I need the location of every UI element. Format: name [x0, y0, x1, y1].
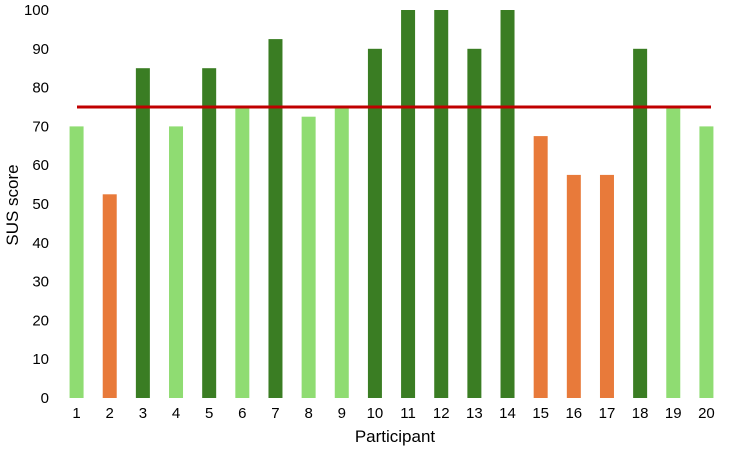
x-tick-label: 10 [367, 405, 384, 422]
bar-participant-2 [102, 194, 117, 398]
bar-participant-17 [599, 174, 614, 398]
bar-participant-10 [367, 48, 382, 399]
y-tick-label: 50 [32, 196, 49, 213]
x-tick-label: 15 [532, 405, 549, 422]
bar-participant-16 [566, 174, 581, 398]
bar-participant-20 [699, 126, 714, 399]
y-tick-label: 80 [32, 80, 49, 97]
y-tick-label: 40 [32, 235, 49, 252]
bar-participant-19 [666, 107, 681, 398]
y-axis-title: SUS score [3, 164, 22, 245]
y-tick-label: 0 [41, 390, 49, 407]
bar-participant-8 [301, 116, 316, 398]
x-tick-label: 7 [271, 405, 279, 422]
bar-series [69, 10, 714, 399]
y-tick-label: 100 [24, 2, 49, 19]
bar-participant-1 [69, 126, 84, 399]
x-tick-label: 1 [72, 405, 80, 422]
x-tick-label: 3 [139, 405, 147, 422]
x-tick-label: 13 [466, 405, 483, 422]
x-tick-label: 20 [698, 405, 715, 422]
x-tick-label: 2 [106, 405, 114, 422]
x-tick-label: 8 [304, 405, 312, 422]
bar-participant-7 [268, 39, 283, 398]
x-tick-label: 18 [632, 405, 649, 422]
y-axis-ticks: 0 10 20 30 40 50 60 70 80 90 100 [24, 2, 49, 407]
bar-participant-9 [334, 107, 349, 398]
x-tick-label: 6 [238, 405, 246, 422]
x-tick-label: 14 [499, 405, 516, 422]
bar-participant-4 [169, 126, 184, 399]
bar-participant-11 [401, 10, 416, 398]
y-tick-label: 20 [32, 312, 49, 329]
y-tick-label: 70 [32, 118, 49, 135]
bar-participant-13 [467, 48, 482, 399]
bar-participant-12 [434, 10, 449, 398]
x-tick-label: 16 [565, 405, 582, 422]
bar-participant-15 [533, 136, 548, 398]
y-tick-label: 10 [32, 351, 49, 368]
x-axis-title: Participant [355, 427, 436, 446]
x-tick-label: 11 [400, 405, 416, 422]
x-tick-label: 5 [205, 405, 213, 422]
bar-participant-3 [135, 68, 150, 398]
bar-participant-6 [235, 107, 250, 398]
x-tick-label: 4 [172, 405, 180, 422]
bar-participant-14 [500, 10, 515, 398]
x-tick-label: 12 [433, 405, 450, 422]
bar-participant-5 [202, 68, 217, 398]
y-tick-label: 30 [32, 274, 49, 291]
y-tick-label: 90 [32, 41, 49, 58]
x-axis-ticks: 1 2 3 4 5 6 7 8 9 10 11 12 13 14 15 16 17 18 19 20 [72, 405, 714, 422]
x-tick-label: 17 [599, 405, 616, 422]
x-tick-label: 9 [338, 405, 346, 422]
y-tick-label: 60 [32, 157, 49, 174]
bar-participant-18 [633, 48, 648, 399]
x-tick-label: 19 [665, 405, 682, 422]
